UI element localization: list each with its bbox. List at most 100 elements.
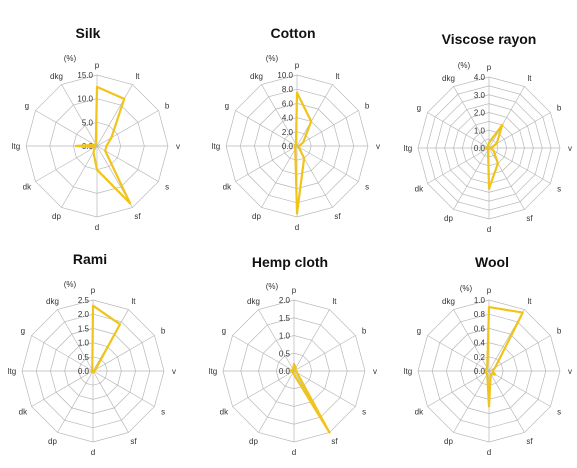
tick-label: 2.0 bbox=[474, 109, 486, 118]
axis-label-dp: dp bbox=[52, 212, 61, 221]
tick-label: 0.5 bbox=[78, 353, 90, 362]
axis-label-g: g bbox=[25, 102, 29, 111]
axis-spoke bbox=[92, 370, 155, 407]
axis-spoke bbox=[293, 335, 356, 372]
axis-label-d: d bbox=[487, 225, 491, 234]
axis-spoke bbox=[232, 370, 295, 407]
series-line bbox=[90, 304, 122, 374]
tick-label: 8.0 bbox=[282, 85, 294, 94]
axis-label-p: p bbox=[292, 286, 297, 295]
axis-label-v: v bbox=[568, 144, 572, 153]
axis-spoke bbox=[235, 145, 298, 182]
axis-label-sf: sf bbox=[331, 437, 338, 446]
series-line bbox=[484, 123, 504, 190]
axis-spoke bbox=[488, 147, 525, 210]
axis-label-s: s bbox=[557, 185, 561, 194]
axis-spoke bbox=[427, 112, 490, 149]
axis-spoke bbox=[296, 84, 333, 147]
axis-spoke bbox=[427, 335, 490, 372]
tick-label: 0.8 bbox=[474, 310, 486, 319]
tick-label: 0.5 bbox=[279, 349, 291, 358]
axis-label-ltg: ltg bbox=[404, 367, 412, 376]
radar-panel-viscose-rayon: Viscose rayon (%) p lt b v s sf d dp dk ltg g dkg 0.0 1… bbox=[404, 31, 572, 234]
axis-label-s: s bbox=[557, 408, 561, 417]
axis-label-s: s bbox=[362, 408, 366, 417]
tick-label: 0.4 bbox=[474, 339, 486, 348]
tick-label: 2.0 bbox=[78, 310, 90, 319]
axis-label-s: s bbox=[165, 183, 169, 192]
tick-label: 1.0 bbox=[474, 296, 486, 305]
axis-label-lt: lt bbox=[528, 297, 533, 306]
tick-label: 1.5 bbox=[78, 324, 90, 333]
axis-label-p: p bbox=[487, 286, 492, 295]
axis-spoke bbox=[427, 370, 490, 407]
axis-label-d: d bbox=[292, 448, 296, 457]
axis-label-lt: lt bbox=[136, 72, 141, 81]
axis-label-lt: lt bbox=[528, 74, 533, 83]
axis-label-d: d bbox=[295, 223, 299, 232]
series-line bbox=[74, 85, 132, 205]
axis-spoke bbox=[488, 86, 525, 149]
axis-label-dk: dk bbox=[220, 408, 229, 417]
axis-spoke bbox=[61, 145, 98, 208]
axis-label-ltg: ltg bbox=[212, 142, 220, 151]
axis-label-b: b bbox=[365, 102, 370, 111]
tick-label: 0.6 bbox=[474, 324, 486, 333]
axis-label-dp: dp bbox=[444, 214, 453, 223]
tick-label: 3.0 bbox=[474, 91, 486, 100]
axis-spoke bbox=[293, 309, 330, 372]
radar-panel-wool: Wool (%) p lt b v s sf d dp dk ltg g dkg 0.0 0.2 0.4 0.6 0… bbox=[404, 254, 572, 457]
axis-label-dk: dk bbox=[415, 185, 424, 194]
axis-spoke bbox=[92, 370, 129, 433]
axis-spoke bbox=[488, 370, 525, 433]
axis-spoke bbox=[235, 110, 298, 147]
axis-label-lt: lt bbox=[336, 72, 341, 81]
axis-spoke bbox=[453, 309, 490, 372]
tick-label: 5.0 bbox=[82, 118, 94, 127]
radar-panel-cotton: Cotton (%) p lt b v s sf d dp dk ltg g dkg 0.0 2.0 4.0 6.… bbox=[212, 25, 380, 232]
axis-spoke bbox=[293, 370, 356, 407]
axis-label-ltg: ltg bbox=[12, 142, 20, 151]
chart-title: Hemp cloth bbox=[252, 254, 328, 270]
tick-label: 0.0 bbox=[282, 142, 294, 151]
tick-label: 4.0 bbox=[282, 114, 294, 123]
axis-label-s: s bbox=[161, 408, 165, 417]
tick-label: 1.0 bbox=[474, 126, 486, 135]
axis-spoke bbox=[92, 335, 155, 372]
axis-label-g: g bbox=[222, 327, 226, 336]
radar-panel-hemp-cloth: Hemp cloth (%) p lt b v s sf d dp dk ltg g dkg 0.0 0.5 1… bbox=[209, 254, 377, 457]
axis-spoke bbox=[258, 370, 295, 433]
radar-panel-silk: Silk(%)pltbvssfddpdkltggdkg0.05.010.015.… bbox=[12, 25, 180, 232]
chart-title: Rami bbox=[73, 251, 107, 267]
axis-label-lt: lt bbox=[333, 297, 338, 306]
axis-label-sf: sf bbox=[526, 214, 533, 223]
axis-label-dk: dk bbox=[23, 183, 32, 192]
axis-spoke bbox=[488, 335, 551, 372]
unit-label: (%) bbox=[458, 61, 471, 70]
series-line bbox=[289, 362, 331, 434]
axis-label-sf: sf bbox=[134, 212, 141, 221]
axis-label-sf: sf bbox=[526, 437, 533, 446]
axis-spoke bbox=[488, 112, 551, 149]
axis-label-lt: lt bbox=[132, 297, 137, 306]
chart-title: Viscose rayon bbox=[442, 31, 537, 47]
axis-label-v: v bbox=[373, 367, 377, 376]
axis-label-ltg: ltg bbox=[8, 367, 16, 376]
axis-spoke bbox=[261, 145, 298, 208]
axis-label-s: s bbox=[365, 183, 369, 192]
axis-label-dkg: dkg bbox=[250, 72, 263, 81]
unit-label: (%) bbox=[266, 282, 279, 291]
tick-label: 10.0 bbox=[77, 95, 93, 104]
axis-label-ltg: ltg bbox=[209, 367, 217, 376]
tick-label: 0.0 bbox=[78, 367, 90, 376]
axis-spoke bbox=[35, 110, 98, 147]
axis-label-b: b bbox=[557, 104, 562, 113]
axis-label-dk: dk bbox=[415, 408, 424, 417]
axis-spoke bbox=[61, 84, 98, 147]
series-line bbox=[484, 306, 524, 408]
axis-label-ltg: ltg bbox=[404, 144, 412, 153]
axis-label-dkg: dkg bbox=[46, 297, 59, 306]
unit-label: (%) bbox=[266, 54, 279, 63]
axis-label-d: d bbox=[487, 448, 491, 457]
